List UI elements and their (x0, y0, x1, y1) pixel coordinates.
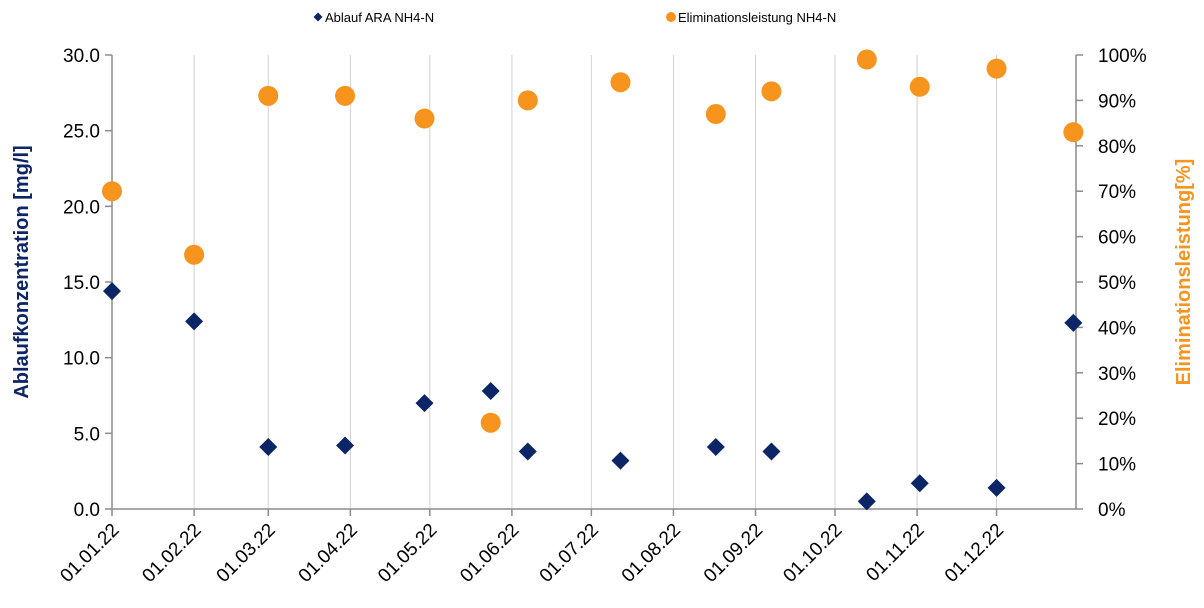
data-point-circle (986, 58, 1007, 79)
legend: Ablauf ARA NH4-N Eliminationsleistung NH4… (313, 10, 836, 25)
axes (111, 55, 1077, 510)
data-point-diamond (910, 474, 929, 493)
data-point-circle (761, 81, 782, 102)
data-point-circle (184, 244, 205, 265)
right-tick-label: 90% (1098, 91, 1136, 112)
right-tick-label: 20% (1098, 409, 1136, 430)
left-tick-label: 30.0 (63, 46, 100, 67)
data-point-diamond (987, 478, 1006, 497)
left-axis-ticks: 0.0 5.0 10.0 15.0 20.0 25.0 30.0 (63, 46, 112, 521)
legend-label: Ablauf ARA NH4-N (325, 10, 434, 25)
right-tick-label: 100% (1098, 46, 1147, 67)
data-point-circle (258, 85, 279, 106)
legend-label: Eliminationsleistung NH4-N (678, 10, 836, 25)
x-tick-label: 01.09.22 (700, 520, 767, 587)
data-point-diamond (1064, 313, 1083, 332)
data-point-diamond (103, 282, 121, 301)
x-tick-label: 01.08.22 (618, 520, 685, 587)
data-point-circle (909, 76, 930, 97)
right-tick-label: 0% (1098, 500, 1126, 521)
x-axis-ticks: 01.01.22 01.02.22 01.03.22 01.04.22 01.05.22… (56, 509, 1008, 587)
legend-circle-icon (666, 12, 676, 22)
x-tick-label: 01.10.22 (779, 520, 846, 587)
right-tick-label: 30% (1098, 364, 1136, 385)
left-tick-label: 20.0 (63, 197, 100, 218)
x-tick-label: 01.02.22 (138, 520, 205, 587)
series-ablauf (103, 282, 1083, 511)
data-point-diamond (415, 394, 434, 413)
right-tick-label: 70% (1098, 182, 1136, 203)
data-point-circle (335, 85, 356, 106)
series-eliminationsleistung (102, 49, 1084, 433)
left-tick-label: 5.0 (74, 424, 100, 445)
left-tick-label: 25.0 (63, 122, 100, 143)
left-tick-label: 10.0 (63, 349, 100, 370)
data-point-circle (517, 90, 538, 111)
right-axis-ticks: 0% 10% 20% 30% 40% 50% 60% 70% 80% 90% 100% (1076, 46, 1147, 521)
data-point-diamond (481, 381, 500, 400)
right-tick-label: 60% (1098, 228, 1136, 249)
data-point-diamond (857, 492, 876, 511)
data-point-diamond (259, 437, 278, 456)
data-point-diamond (336, 436, 355, 455)
legend-diamond-icon (313, 12, 323, 22)
x-tick-label: 01.04.22 (295, 520, 362, 587)
x-tick-label: 01.01.22 (56, 520, 123, 587)
data-point-circle (1063, 122, 1084, 143)
data-point-circle (610, 72, 631, 93)
left-tick-label: 0.0 (74, 500, 100, 521)
right-tick-label: 50% (1098, 273, 1136, 294)
x-tick-label: 01.12.22 (941, 520, 1008, 587)
data-point-diamond (762, 442, 781, 461)
right-tick-label: 80% (1098, 137, 1136, 158)
x-tick-label: 01.03.22 (213, 520, 280, 587)
right-tick-label: 40% (1098, 318, 1136, 339)
data-point-circle (414, 108, 435, 129)
data-point-circle (102, 181, 122, 202)
grid (193, 55, 998, 509)
x-tick-label: 01.07.22 (536, 520, 603, 587)
left-tick-label: 15.0 (63, 273, 100, 294)
data-point-circle (856, 49, 877, 70)
data-point-diamond (611, 451, 630, 470)
data-marks (102, 49, 1084, 511)
left-axis-title: Ablaufkonzentration [mg/l] (11, 145, 33, 398)
data-point-circle (480, 412, 501, 433)
x-tick-label: 01.05.22 (374, 520, 441, 587)
data-point-diamond (185, 312, 204, 331)
right-tick-label: 10% (1098, 455, 1136, 476)
right-axis-title: Eliminationsleistung[%] (1173, 159, 1195, 386)
x-tick-label: 01.06.22 (456, 520, 523, 587)
x-tick-label: 01.11.22 (862, 520, 928, 586)
data-point-circle (705, 104, 726, 125)
data-point-diamond (518, 442, 537, 461)
data-point-diamond (706, 437, 725, 456)
